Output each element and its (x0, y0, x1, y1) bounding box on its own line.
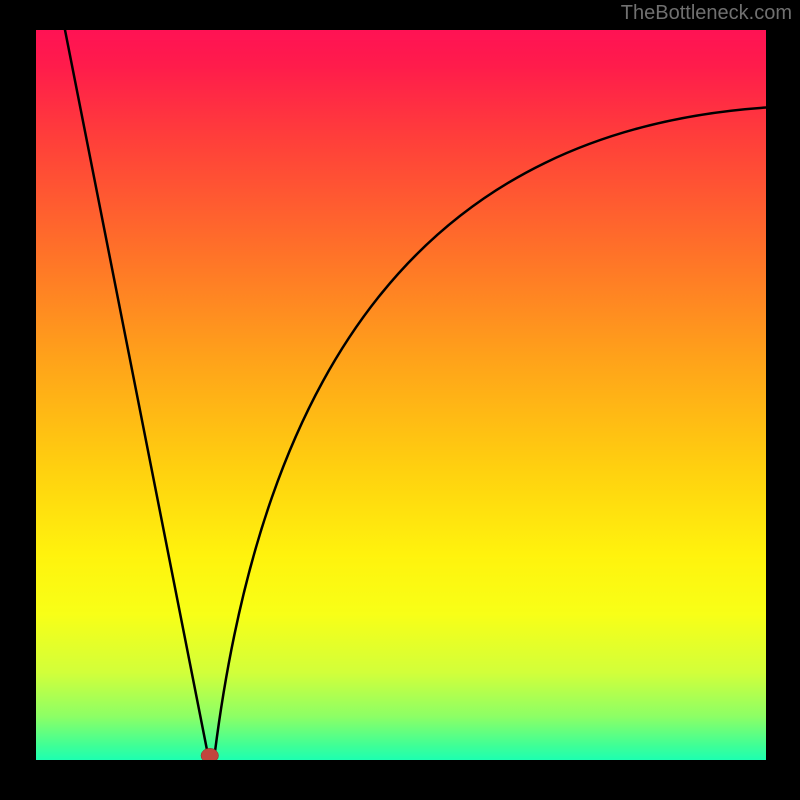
bottleneck-chart (36, 30, 766, 760)
plot-background (36, 30, 766, 760)
plot-frame (36, 30, 766, 760)
chart-container: TheBottleneck.com (0, 0, 800, 800)
watermark-text: TheBottleneck.com (621, 2, 792, 25)
